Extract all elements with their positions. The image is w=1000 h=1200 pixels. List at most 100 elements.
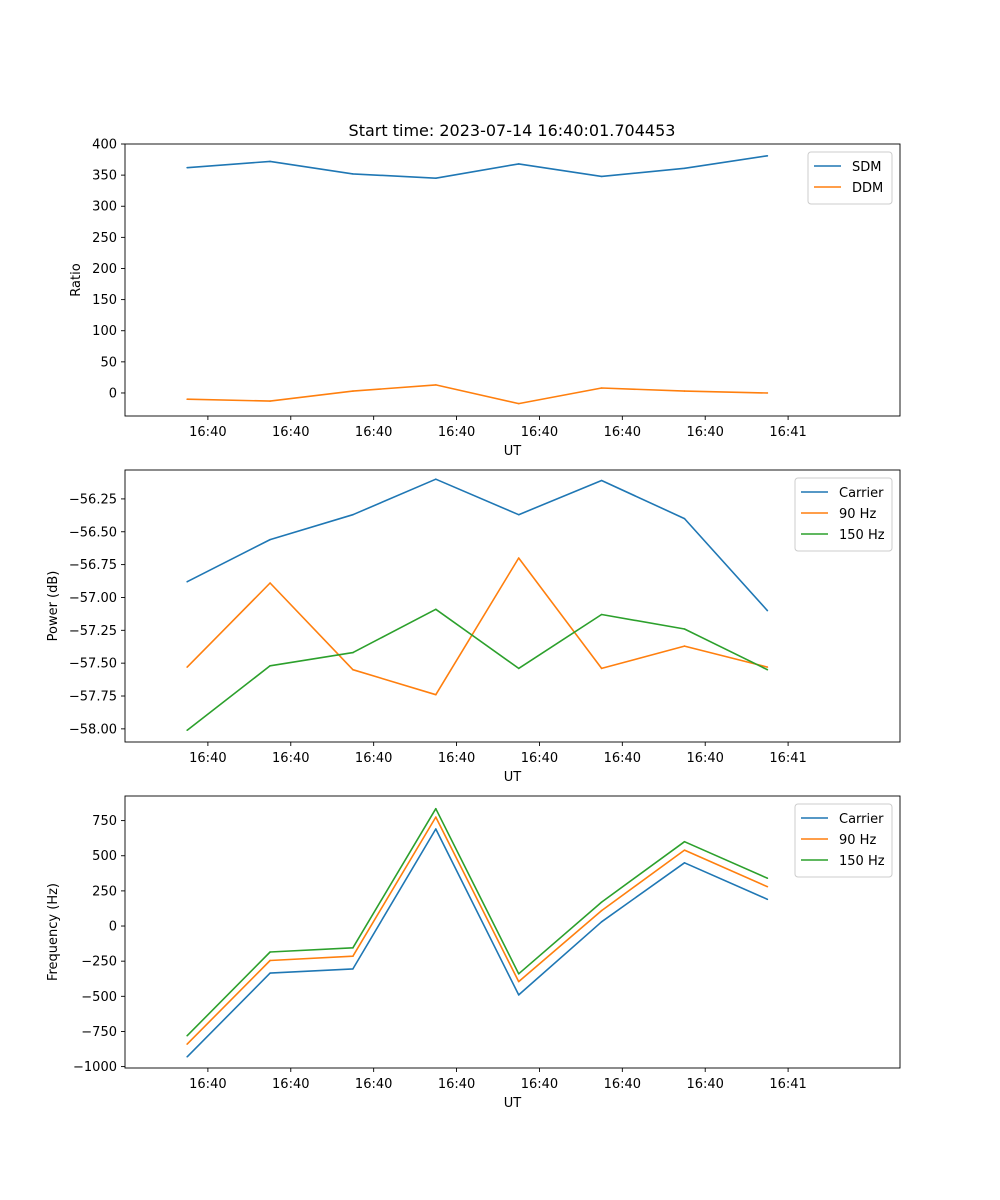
x-tick-label: 16:40	[272, 751, 309, 766]
y-tick-label: −56.50	[69, 525, 117, 540]
x-tick-label: 16:40	[355, 751, 392, 766]
y-tick-label: 400	[92, 138, 117, 153]
data-point	[517, 557, 520, 559]
data-point	[186, 666, 188, 668]
data-point	[186, 398, 188, 400]
data-point	[683, 645, 686, 647]
y-tick-label: 350	[92, 169, 117, 184]
y-tick-label: −58.00	[69, 722, 117, 737]
x-tick-label: 16:41	[769, 751, 806, 766]
data-point	[435, 478, 437, 480]
data-point	[435, 693, 437, 696]
power-chart-panel: −58.00 −57.75 −57.50 −57.25 −57.00 −56.75 −56.…	[46, 469, 901, 785]
data-point	[766, 877, 769, 880]
x-tick-label: 16:40	[272, 425, 309, 440]
data-point	[683, 390, 686, 392]
y-tick-label: −57.75	[69, 690, 117, 705]
data-point	[517, 163, 520, 165]
y-axis-label: Frequency (Hz)	[46, 883, 61, 981]
x-tick-label: 16:41	[769, 1077, 806, 1092]
x-tick-label: 16:40	[189, 751, 226, 766]
data-point	[269, 538, 271, 541]
y-tick-label: −57.50	[69, 657, 117, 672]
y-tick-label: 500	[92, 849, 117, 864]
legend-label: Carrier	[839, 486, 884, 501]
data-point	[269, 664, 271, 667]
data-point	[186, 1043, 188, 1045]
y-tick-label: −56.75	[69, 558, 117, 573]
data-point	[269, 951, 271, 953]
data-point	[683, 517, 686, 520]
data-point	[352, 513, 354, 516]
data-point	[600, 175, 603, 178]
plot-frame	[124, 469, 901, 743]
x-tick-label: 16:40	[604, 425, 641, 440]
x-tick-label: 16:40	[438, 425, 475, 440]
y-tick-label: −500	[81, 990, 117, 1005]
data-point	[352, 947, 354, 949]
data-point	[435, 384, 437, 386]
data-point	[352, 955, 354, 958]
series-line-sdm	[187, 155, 768, 179]
plot-frame	[124, 795, 901, 1069]
x-tick-label: 16:40	[355, 1077, 392, 1092]
series-line-150-hz	[186, 608, 768, 731]
y-tick-label: 50	[100, 355, 117, 370]
data-point	[600, 387, 603, 389]
data-point	[766, 155, 769, 157]
legend-label: 150 Hz	[839, 528, 885, 543]
series-line-90-hz	[186, 557, 768, 696]
x-axis-label: UT	[504, 444, 522, 459]
data-point	[186, 1034, 188, 1037]
x-tick-label: 16:40	[604, 1077, 641, 1092]
x-tick-label: 16:40	[521, 751, 558, 766]
data-point	[269, 582, 271, 584]
x-tick-label: 16:40	[521, 425, 558, 440]
data-point	[269, 972, 271, 974]
legend-label: 150 Hz	[839, 854, 885, 869]
data-point	[766, 609, 769, 612]
x-tick-label: 16:40	[521, 1077, 558, 1092]
ratio-chart-panel: 0 50 100 150 200 250 300 350 400 16:40 16:40 16:40 1…	[69, 138, 901, 459]
data-point	[766, 668, 769, 671]
data-point	[683, 861, 686, 864]
data-point	[517, 994, 520, 996]
data-point	[186, 580, 188, 583]
data-point	[683, 628, 686, 630]
legend-label: DDM	[852, 181, 883, 196]
data-point	[600, 613, 603, 616]
chart-title: Start time: 2023-07-14 16:40:01.704453	[349, 121, 676, 140]
data-point	[186, 729, 188, 731]
legend-label: SDM	[852, 160, 881, 175]
data-point	[600, 667, 603, 670]
y-tick-label: −1000	[73, 1060, 117, 1075]
data-point	[352, 668, 354, 671]
x-tick-label: 16:40	[604, 751, 641, 766]
data-point	[600, 901, 603, 903]
legend-box	[807, 151, 893, 205]
y-axis-label: Ratio	[69, 263, 84, 296]
data-point	[186, 1055, 188, 1058]
y-axis-label: Power (dB)	[46, 571, 61, 642]
x-tick-label: 16:40	[686, 425, 723, 440]
x-tick-label: 16:40	[355, 425, 392, 440]
data-point	[683, 167, 686, 170]
series-line-carrier	[186, 478, 768, 612]
plot-frame	[124, 143, 901, 417]
series-line-150-hz	[186, 807, 768, 1037]
data-point	[517, 980, 520, 983]
data-point	[766, 898, 769, 901]
x-tick-label: 16:40	[189, 425, 226, 440]
data-point	[517, 513, 520, 516]
y-tick-label: 750	[92, 814, 117, 829]
data-point	[352, 173, 354, 175]
data-point	[517, 667, 520, 670]
y-tick-label: −57.00	[69, 591, 117, 606]
data-point	[269, 959, 271, 962]
y-tick-label: −56.25	[69, 492, 117, 507]
data-point	[766, 666, 769, 668]
y-tick-label: 250	[92, 884, 117, 899]
series-line-ddm	[187, 384, 768, 405]
y-tick-label: 0	[109, 920, 117, 935]
x-tick-label: 16:40	[686, 1077, 723, 1092]
